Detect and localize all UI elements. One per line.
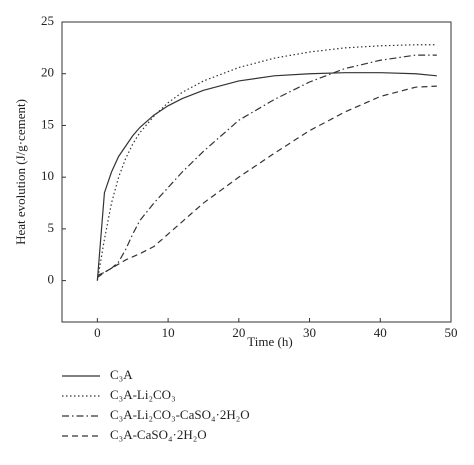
x-tick-label: 40 <box>374 325 387 340</box>
y-tick-label: 20 <box>41 65 54 80</box>
y-tick-label: 25 <box>41 13 54 28</box>
x-tick-label: 50 <box>445 325 458 340</box>
legend-label: C₃A-Li₂CO₃ <box>110 387 176 402</box>
y-tick-label: 15 <box>41 116 54 131</box>
legend-label: C₃A <box>110 367 133 382</box>
x-tick-label: 0 <box>94 325 101 340</box>
y-tick-label: 10 <box>41 168 54 183</box>
series-line <box>97 54 437 276</box>
y-tick-label: 5 <box>48 220 55 235</box>
x-tick-label: 30 <box>303 325 316 340</box>
y-tick-label: 0 <box>48 272 55 287</box>
series-line <box>96 72 437 281</box>
series-line <box>96 44 437 281</box>
x-tick-label: 10 <box>162 325 175 340</box>
plot-frame <box>61 21 452 323</box>
y-axis-label: Heat evolution (J/g·cement) <box>13 99 28 245</box>
x-tick-label: 20 <box>232 325 245 340</box>
legend-label: C₃A-CaSO₄·2H₂O <box>110 427 207 442</box>
legend-label: C₃A-Li₂CO₃-CaSO₄·2H₂O <box>110 407 250 422</box>
x-axis-label: Time (h) <box>247 334 292 349</box>
series-line <box>97 85 437 279</box>
